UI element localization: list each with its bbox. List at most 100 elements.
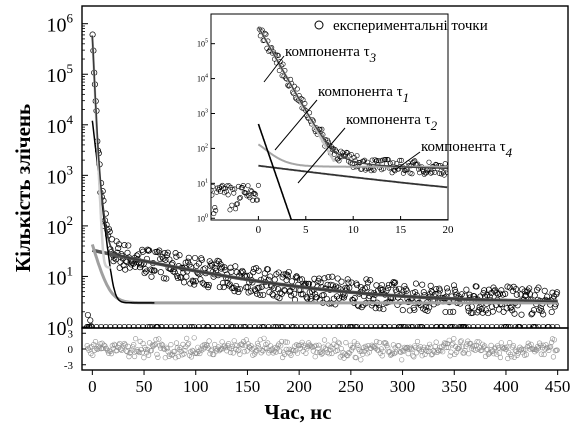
residual-point [191, 335, 197, 341]
data-point [267, 273, 274, 280]
inset-x-axis: 0 5 10 15 20 [256, 216, 454, 236]
residual-point [128, 349, 134, 355]
data-point [284, 323, 291, 328]
data-point [340, 323, 347, 328]
residual-point [541, 351, 547, 358]
data-point [437, 323, 444, 328]
data-point [378, 281, 385, 289]
inset-legend: експериментальні точки [314, 18, 488, 34]
data-point [271, 276, 278, 283]
data-point [216, 284, 223, 291]
residual-point [313, 342, 319, 349]
inset-data-point [252, 190, 258, 196]
data-point [411, 306, 418, 313]
residual-point [466, 351, 472, 357]
data-point [269, 291, 276, 298]
residual-point [122, 342, 128, 348]
residual-point [358, 357, 364, 363]
residual-point [513, 348, 519, 355]
data-point [149, 267, 156, 274]
residual-point [411, 354, 417, 360]
data-point [258, 283, 265, 290]
data-point [234, 285, 241, 293]
residual-point [397, 349, 403, 355]
inset-data-point [351, 155, 357, 161]
residual-point [207, 351, 213, 357]
data-point [321, 323, 328, 328]
data-point [502, 323, 510, 328]
residual-point [149, 342, 155, 348]
residual-point [170, 351, 176, 357]
residual-point [488, 342, 494, 349]
residual-point [258, 350, 264, 356]
data-point [257, 291, 264, 298]
residual-point [512, 347, 518, 353]
data-point [363, 276, 370, 283]
inset-data-point [255, 197, 261, 203]
data-point [512, 286, 520, 293]
residual-point [131, 342, 137, 348]
data-point [349, 323, 356, 328]
data-point [541, 287, 548, 294]
data-point [121, 323, 128, 328]
data-point [260, 291, 267, 298]
x-tick-label: 150 [235, 377, 261, 396]
residual-point [414, 350, 420, 356]
data-point [526, 291, 534, 298]
residual-point [377, 350, 383, 356]
data-point [278, 290, 285, 297]
residual-point [217, 347, 223, 353]
data-point [209, 323, 216, 328]
x-tick-label: 0 [88, 377, 97, 396]
data-point [544, 323, 551, 328]
residual-point [492, 346, 498, 352]
data-point [402, 286, 409, 293]
data-point [468, 303, 475, 310]
leader-tau1 [274, 99, 318, 151]
data-point [181, 323, 188, 328]
data-point [222, 266, 229, 274]
residual-point [145, 347, 151, 353]
data-point [358, 323, 365, 328]
data-point [372, 323, 379, 328]
residual-point [230, 350, 236, 356]
residual-plot-area [84, 335, 560, 363]
y-tick-label: 105 [47, 61, 74, 87]
data-point [481, 287, 488, 294]
residual-point [435, 347, 441, 353]
data-point [264, 266, 271, 273]
data-point [153, 323, 161, 328]
residual-point [307, 343, 314, 349]
data-point [237, 323, 244, 328]
residual-point [132, 353, 138, 360]
data-point [186, 323, 193, 328]
residual-point [388, 351, 395, 358]
x-tick-label: 50 [136, 377, 153, 396]
x-tick-label: 400 [493, 377, 519, 396]
residual-point [253, 349, 259, 355]
inset-y-tick-label: 103 [197, 109, 208, 119]
data-point [435, 290, 442, 297]
residual-point [350, 345, 356, 351]
residual-point [108, 351, 114, 357]
inset-data-point [225, 192, 231, 198]
residual-point [263, 341, 269, 348]
residual-point [126, 354, 132, 360]
data-point [464, 304, 472, 311]
residual-point [441, 340, 448, 346]
y-tick-label: 104 [47, 112, 74, 138]
data-point [246, 323, 254, 328]
main-fit-curves [90, 35, 558, 305]
residual-point [491, 351, 497, 357]
data-point [163, 275, 170, 282]
residual-point [425, 344, 431, 351]
residual-point [257, 337, 263, 343]
residual-point [143, 346, 149, 353]
residual-point [446, 337, 452, 343]
residual-point [484, 346, 490, 352]
inset-data-point [247, 195, 253, 201]
data-point [98, 323, 105, 328]
data-point [424, 307, 431, 314]
residual-point [133, 336, 139, 342]
main-x-axis: 0 50 100 150 200 250 300 350 400 450 [88, 370, 570, 396]
